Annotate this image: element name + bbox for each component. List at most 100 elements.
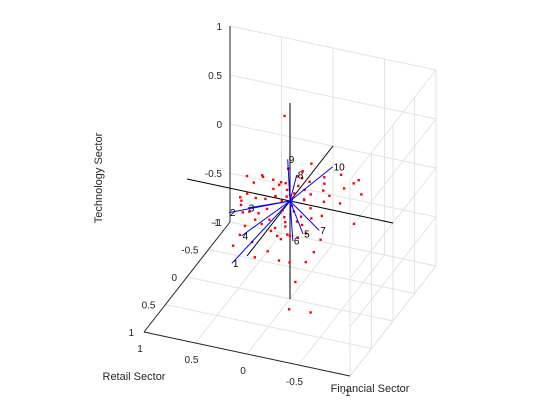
observation-point xyxy=(322,189,325,192)
observation-point xyxy=(308,180,311,183)
observation-point xyxy=(293,192,296,195)
observation-point xyxy=(339,173,343,176)
vector-label-10: 10 xyxy=(334,162,346,173)
observation-point xyxy=(285,188,289,192)
observation-point xyxy=(272,178,275,181)
x-tick-label: -0.5 xyxy=(286,377,304,388)
observation-point xyxy=(323,182,326,185)
x-tick-label: 0 xyxy=(240,366,246,377)
observation-point xyxy=(360,193,363,196)
observation-point xyxy=(301,170,304,173)
observation-point xyxy=(312,251,315,254)
back-wall-grid-line xyxy=(349,118,437,230)
vector-8 xyxy=(289,174,298,202)
observation-point xyxy=(310,217,313,220)
observation-point xyxy=(304,232,308,235)
observation-points xyxy=(231,114,363,314)
observation-point xyxy=(302,198,306,201)
vector-label-6: 6 xyxy=(294,237,300,248)
observation-point xyxy=(280,200,283,203)
observation-point xyxy=(254,196,257,200)
observation-point xyxy=(288,261,291,264)
z-tick-label: 1 xyxy=(216,22,222,33)
vector-7 xyxy=(289,200,320,231)
vector-10 xyxy=(289,166,333,202)
observation-point xyxy=(296,236,299,239)
observation-point xyxy=(253,256,256,259)
observation-point xyxy=(338,202,342,205)
observation-point xyxy=(254,218,257,221)
observation-point xyxy=(279,181,283,184)
x-axis-label: Financial Sector xyxy=(331,383,410,395)
observation-point xyxy=(248,210,251,213)
observation-point xyxy=(310,162,313,165)
observation-point xyxy=(241,211,244,214)
observation-point xyxy=(352,222,356,226)
observation-point xyxy=(297,184,300,188)
z-tick-label: -1 xyxy=(213,218,222,229)
observation-point xyxy=(284,181,287,185)
observation-point xyxy=(239,196,242,199)
x-axis-line xyxy=(143,331,351,377)
observation-point xyxy=(287,308,291,311)
z-tick-label: 0 xyxy=(216,120,222,131)
vector-9 xyxy=(287,159,291,202)
observation-point xyxy=(281,208,284,212)
observation-point xyxy=(300,223,304,227)
x-tick-label: -1 xyxy=(342,388,351,399)
observation-point xyxy=(240,199,243,202)
observation-point xyxy=(357,179,360,182)
y-tick-label: -0.5 xyxy=(181,246,199,257)
observation-point xyxy=(261,175,265,179)
observation-point xyxy=(252,181,255,184)
y-tick-label: 0 xyxy=(171,273,177,284)
axes-box xyxy=(143,26,351,377)
observation-point xyxy=(268,218,271,221)
observation-point xyxy=(296,175,299,178)
observation-point xyxy=(278,183,281,187)
observation-point xyxy=(285,195,288,198)
y-tick-label: 1 xyxy=(128,328,134,339)
observation-point xyxy=(328,194,331,198)
vector-3 xyxy=(247,200,291,209)
y-tick-label: -1 xyxy=(211,218,220,229)
y-tick-label: 0.5 xyxy=(142,301,156,312)
x-tick-label: 0.5 xyxy=(185,355,199,366)
observation-point xyxy=(273,226,277,230)
vector-5 xyxy=(289,200,304,235)
z-tick-label: -0.5 xyxy=(205,169,223,180)
observation-point xyxy=(238,233,241,236)
x-tick-label: 1 xyxy=(137,344,143,355)
vector-label-4: 4 xyxy=(243,231,249,242)
z-axis-label: Technology Sector xyxy=(93,132,105,223)
side-wall-grid-line xyxy=(229,74,437,120)
vector-label-8: 8 xyxy=(298,171,304,182)
observation-point xyxy=(299,215,303,218)
y-axis-label: Retail Sector xyxy=(103,371,166,383)
observation-point xyxy=(294,280,297,284)
observation-point xyxy=(260,222,263,226)
vector-label-5: 5 xyxy=(304,230,310,241)
observation-point xyxy=(309,193,312,196)
observation-point xyxy=(320,214,323,218)
vector-1 xyxy=(231,200,291,264)
observation-point xyxy=(266,250,269,253)
observation-point xyxy=(319,238,322,241)
variable-vectors: 1 2 3 4 56 7 89 10 xyxy=(228,155,346,270)
observation-point xyxy=(295,220,299,223)
y-axis-line xyxy=(143,221,231,333)
observation-point xyxy=(257,212,260,215)
vector-label-3: 3 xyxy=(249,204,255,215)
observation-point xyxy=(352,182,355,185)
observation-point xyxy=(322,200,326,203)
vector-label-9: 9 xyxy=(289,155,295,166)
observation-point xyxy=(283,216,286,219)
back-wall-grid-line xyxy=(349,69,437,181)
observation-point xyxy=(231,244,235,247)
observation-point xyxy=(342,187,346,190)
observation-point xyxy=(243,224,247,228)
observation-point xyxy=(283,114,286,118)
observation-point xyxy=(276,234,279,238)
